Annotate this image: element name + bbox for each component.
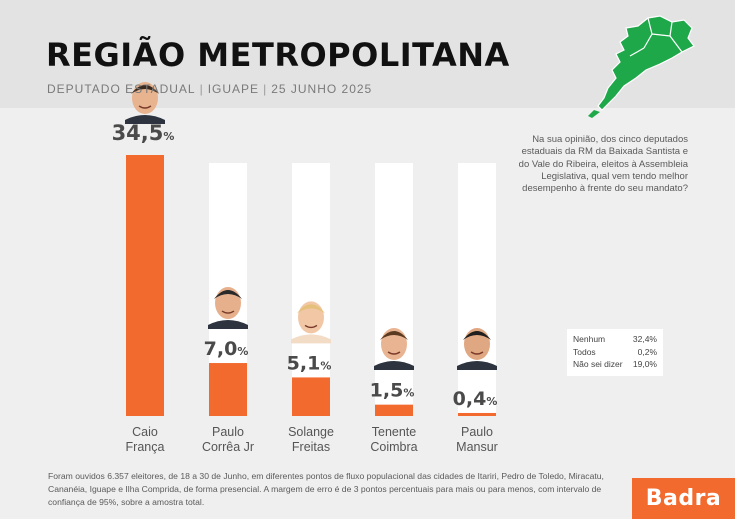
value-label: 5,1% bbox=[287, 352, 332, 374]
category-label: França bbox=[126, 440, 165, 454]
category-label: Coimbra bbox=[370, 440, 417, 454]
methodology-footnote: Foram ouvidos 6.357 eleitores, de 18 a 3… bbox=[48, 471, 604, 507]
value-label: 1,5% bbox=[370, 380, 415, 402]
subtitle-separator: | bbox=[199, 82, 204, 96]
category-label: Mansur bbox=[456, 440, 498, 454]
candidate-portrait bbox=[291, 301, 331, 344]
value-label: 34,5% bbox=[112, 121, 175, 145]
others-value: 0,2% bbox=[637, 346, 657, 357]
subtitle-office: DEPUTADO ESTADUAL bbox=[47, 82, 196, 96]
survey-question: Na sua opinião, dos cinco deputados esta… bbox=[518, 134, 688, 195]
subtitle-city: IGUAPE bbox=[207, 82, 260, 96]
others-value: 19,0% bbox=[632, 359, 657, 369]
bar-track bbox=[375, 163, 413, 416]
candidate-portrait bbox=[208, 287, 248, 330]
bar bbox=[209, 363, 247, 416]
bar bbox=[458, 412, 496, 416]
region-map-icon bbox=[588, 15, 695, 118]
category-label: Caio bbox=[132, 425, 158, 439]
subtitle: DEPUTADO ESTADUAL | IGUAPE | 25 JUNHO 2025 bbox=[47, 82, 372, 96]
candidate-portrait bbox=[374, 328, 414, 370]
category-label: Paulo bbox=[461, 425, 493, 439]
subtitle-date: 25 JUNHO 2025 bbox=[271, 82, 373, 96]
category-label: Tenente bbox=[372, 425, 417, 439]
others-label: Todos bbox=[573, 346, 596, 357]
others-label: Não sei dizer bbox=[573, 359, 623, 369]
subtitle-separator: | bbox=[263, 82, 268, 96]
others-label: Nenhum bbox=[573, 334, 606, 344]
others-row: Nenhum 32,4% bbox=[573, 333, 657, 346]
category-label: Paulo bbox=[212, 425, 244, 439]
bar-track bbox=[458, 163, 496, 416]
candidate-portrait bbox=[457, 328, 497, 370]
category-label: Freitas bbox=[292, 440, 330, 454]
others-row: Não sei dizer 19,0% bbox=[573, 358, 657, 371]
others-table: Nenhum 32,4% Todos 0,2% Não sei dizer 19,0% bbox=[567, 329, 663, 376]
page-title: REGIÃO METROPOLITANA bbox=[46, 36, 510, 74]
value-label: 0,4% bbox=[453, 388, 498, 410]
category-label: Corrêa Jr bbox=[202, 440, 254, 454]
value-label: 7,0% bbox=[204, 338, 249, 360]
bar bbox=[292, 377, 330, 416]
bar bbox=[375, 404, 413, 416]
others-value: 32,4% bbox=[632, 334, 657, 344]
bar-track bbox=[292, 163, 330, 416]
brand-logo: Badra bbox=[632, 478, 735, 519]
category-label: Solange bbox=[288, 425, 334, 439]
candidate-portrait bbox=[125, 82, 165, 124]
bar bbox=[126, 155, 164, 416]
others-row: Todos 0,2% bbox=[573, 346, 657, 359]
